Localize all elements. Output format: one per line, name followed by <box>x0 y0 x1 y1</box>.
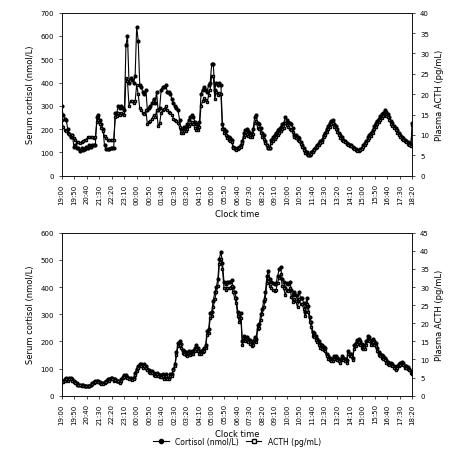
Y-axis label: Plasma ACTH (pg/mL): Plasma ACTH (pg/mL) <box>435 269 444 360</box>
X-axis label: Clock time: Clock time <box>215 430 259 438</box>
Legend: Cortisol (nmol/L), ACTH (pg/mL): Cortisol (nmol/L), ACTH (pg/mL) <box>150 434 324 449</box>
Y-axis label: Serum cortisol (nmol/L): Serum cortisol (nmol/L) <box>26 46 35 144</box>
Y-axis label: Serum cortisol (nmol/L): Serum cortisol (nmol/L) <box>26 265 35 364</box>
Y-axis label: Plasma ACTH (pg/mL): Plasma ACTH (pg/mL) <box>435 50 444 141</box>
X-axis label: Clock time: Clock time <box>215 210 259 219</box>
